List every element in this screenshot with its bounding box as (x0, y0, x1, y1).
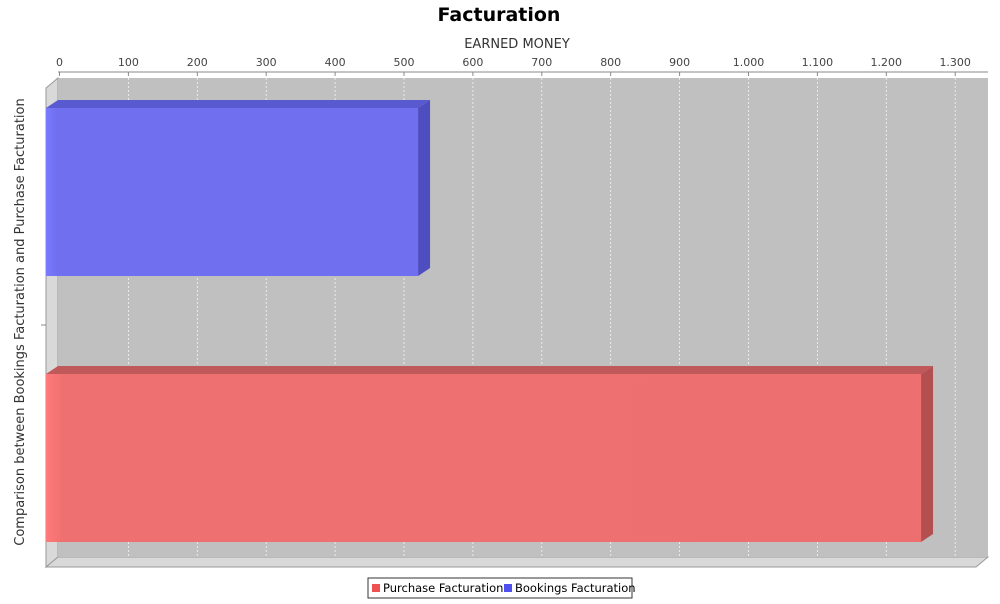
bar-bookings-facturation-side (418, 100, 431, 276)
tick-label: 1.200 (871, 56, 903, 69)
legend: Purchase Facturation Bookings Facturatio… (367, 577, 636, 599)
tick-label: 600 (462, 56, 483, 69)
tick-label: 300 (256, 56, 277, 69)
tick-label: 100 (118, 56, 139, 69)
tick-label: 200 (187, 56, 208, 69)
legend-label-bookings: Bookings Facturation (515, 581, 636, 595)
tick-label: 800 (600, 56, 621, 69)
value-axis-ticks: 0 100 200 300 400 500 600 700 800 900 1.000 1.100 1.… (56, 56, 971, 76)
bar-bookings-facturation (46, 108, 419, 276)
tick-label: 500 (394, 56, 415, 69)
tick-label: 1.100 (802, 56, 834, 69)
legend-swatch-purchase (372, 584, 380, 592)
tick-label: 1.000 (733, 56, 765, 69)
chart-title: Facturation (438, 4, 561, 26)
legend-label-purchase: Purchase Facturation (383, 581, 503, 595)
bars (46, 100, 934, 542)
tick-label: 1.300 (939, 56, 971, 69)
legend-box (367, 577, 633, 599)
bar-purchase-facturation-side (921, 366, 934, 542)
tick-label: 700 (531, 56, 552, 69)
category-axis-label: Comparison between Bookings Facturation … (13, 98, 28, 545)
bar-purchase-facturation-top (46, 366, 934, 374)
tick-label: 400 (325, 56, 346, 69)
tick-label: 900 (669, 56, 690, 69)
bar-bookings-facturation-top (46, 100, 431, 108)
plot-floor (44, 556, 990, 568)
value-axis-label: EARNED MONEY (464, 37, 570, 52)
bar-purchase-facturation (46, 374, 922, 542)
legend-swatch-bookings (504, 584, 512, 592)
tick-label: 0 (56, 56, 63, 69)
